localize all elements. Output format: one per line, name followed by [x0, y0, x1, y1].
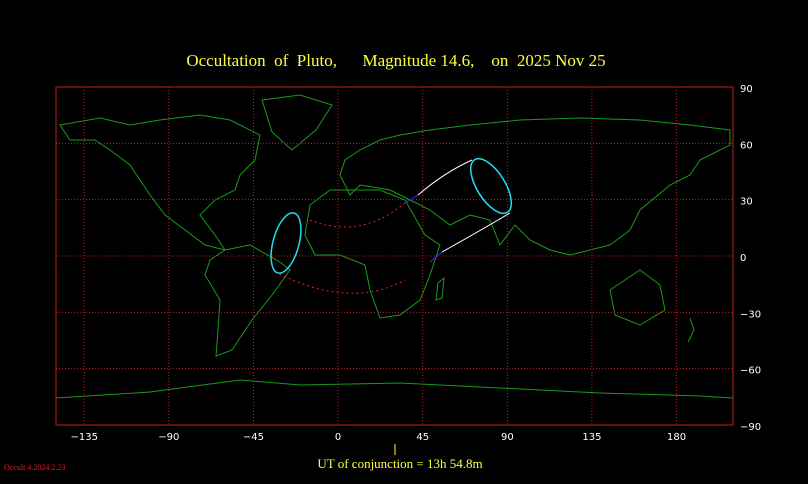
greenland	[261, 94, 333, 151]
y-tick-label: −30	[740, 309, 761, 320]
africa	[304, 189, 441, 319]
madagascar	[435, 276, 445, 301]
x-tick-label: −90	[158, 432, 179, 443]
occultation-path	[270, 157, 513, 294]
antarctica	[55, 379, 734, 399]
x-tick-label: 90	[501, 432, 514, 443]
title: Occultation of Pluto, Magnitude 14.6, on…	[186, 51, 605, 70]
x-tick-label: 180	[667, 432, 686, 443]
path-limit	[417, 159, 473, 196]
path-limit	[429, 251, 443, 263]
shadow-ellipse	[469, 157, 513, 215]
continents	[55, 94, 734, 399]
y-tick-label: 60	[740, 140, 753, 151]
y-tick-label: −60	[740, 366, 761, 377]
y-tick-label: 90	[740, 84, 753, 95]
y-tick-label: 0	[740, 253, 746, 264]
conjunction-time: UT of conjunction = 13h 54.8m	[317, 456, 482, 471]
version: Occult 4.2024.2.23	[4, 463, 65, 472]
shadow-ellipse	[270, 212, 302, 274]
australia	[609, 269, 666, 326]
y-tick-label: 30	[740, 197, 753, 208]
x-tick-label: −135	[70, 432, 97, 443]
x-tick-label: 135	[582, 432, 601, 443]
path-limit	[274, 271, 406, 294]
south-america	[204, 244, 291, 357]
path-limit	[309, 202, 406, 228]
map-frame	[55, 86, 734, 426]
path-limit	[404, 194, 419, 204]
path-limit	[441, 212, 511, 253]
x-tick-label: −45	[243, 432, 264, 443]
x-tick-label: 45	[416, 432, 429, 443]
x-tick-label: 0	[335, 432, 341, 443]
new-zealand	[687, 317, 695, 343]
north-america	[59, 114, 261, 251]
y-tick-label: −90	[740, 422, 761, 433]
eurasia	[339, 117, 731, 256]
